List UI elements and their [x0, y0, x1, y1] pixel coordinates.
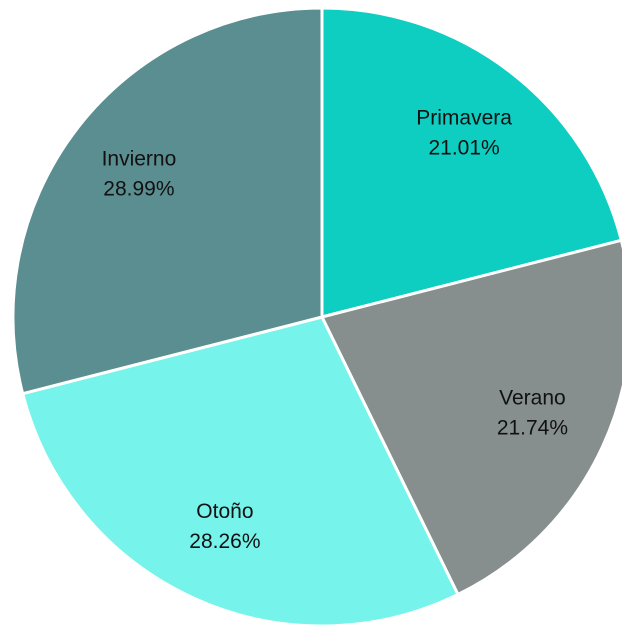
slice-label: Invierno	[102, 147, 177, 170]
slice-value-label: 28.99%	[103, 177, 174, 200]
slice-value-label: 28.26%	[189, 530, 260, 553]
pie-slice	[320, 6, 622, 319]
pie-slice	[20, 315, 460, 626]
slice-label: Primavera	[416, 106, 512, 129]
slice-label: Otoño	[196, 500, 253, 523]
slice-value-label: 21.01%	[428, 136, 499, 159]
slice-label: Verano	[499, 387, 566, 410]
slice-value-label: 21.74%	[497, 417, 568, 440]
pie-slice	[11, 6, 324, 396]
pie-slice	[319, 238, 622, 597]
